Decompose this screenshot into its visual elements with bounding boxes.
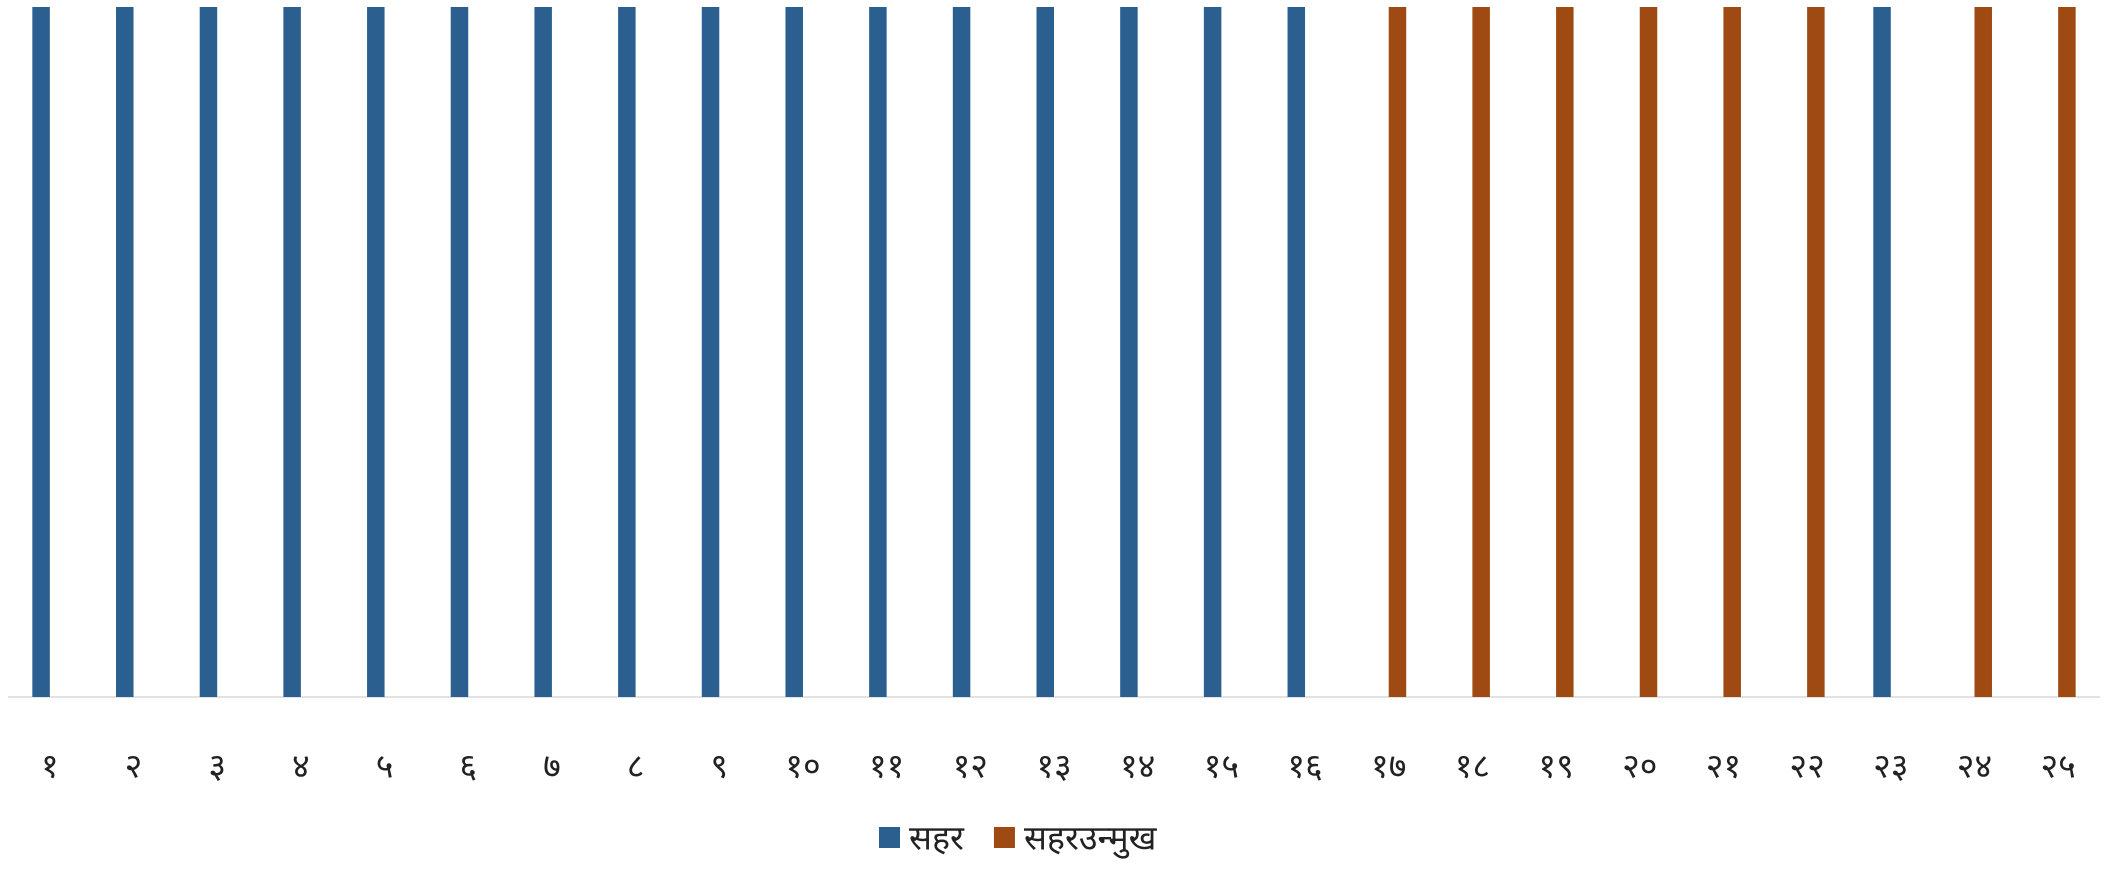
- bar: [1556, 7, 1574, 697]
- x-tick-label: १७: [1371, 747, 1406, 787]
- bar: [785, 7, 803, 697]
- x-tick-label: ९: [710, 747, 728, 787]
- x-tick-label: १६: [1287, 747, 1322, 787]
- x-tick-label: २५: [2040, 747, 2075, 787]
- x-tick-label: ११: [869, 747, 904, 787]
- x-tick-label: १३: [1036, 747, 1071, 787]
- legend-label: सहर: [909, 819, 965, 859]
- bar: [1974, 7, 1992, 697]
- x-tick-label: १९: [1538, 747, 1573, 787]
- x-tick-label: १२: [953, 747, 988, 787]
- x-tick-label: ५: [376, 747, 394, 787]
- bar: [1639, 7, 1658, 697]
- bar: [1873, 7, 1891, 697]
- x-tick-label: १०: [785, 747, 820, 787]
- x-tick-label: १४: [1120, 747, 1155, 787]
- bar: [283, 7, 301, 697]
- legend-swatch: [993, 827, 1015, 848]
- bar: [32, 7, 50, 697]
- bar: [869, 7, 887, 697]
- x-tick-label: ७: [543, 747, 561, 787]
- legend-swatch: [879, 827, 900, 848]
- bar: [701, 7, 720, 697]
- bar: [1723, 7, 1741, 697]
- x-tick-label: २४: [1957, 747, 1992, 787]
- x-tick-label: २: [125, 747, 143, 787]
- bar: [199, 7, 218, 697]
- bar: [1120, 7, 1138, 697]
- bar: [534, 7, 552, 697]
- bar: [116, 7, 134, 697]
- bar: [2058, 7, 2076, 697]
- bar: [1036, 7, 1054, 697]
- bar: [1388, 7, 1407, 697]
- x-tick-label: २३: [1873, 747, 1908, 787]
- bar: [1472, 7, 1490, 697]
- x-tick-label: २१: [1706, 747, 1741, 787]
- bar: [1287, 7, 1306, 697]
- x-tick-label: १८: [1455, 747, 1490, 787]
- x-tick-label: ८: [627, 747, 645, 787]
- bar: [952, 7, 971, 697]
- x-tick-label: २२: [1789, 747, 1824, 787]
- x-tick-label: १५: [1204, 747, 1239, 787]
- x-tick-label: ३: [208, 747, 226, 787]
- bar: [367, 7, 385, 697]
- bar: [618, 7, 636, 697]
- bar: [1807, 7, 1825, 697]
- bar: [450, 7, 469, 697]
- legend-label: सहरउन्मुख: [1024, 819, 1158, 860]
- x-tick-label: २०: [1622, 747, 1657, 787]
- x-tick-label: १: [41, 747, 59, 787]
- bar: [1203, 7, 1222, 697]
- x-tick-label: ४: [292, 747, 310, 787]
- x-tick-label: ६: [459, 747, 477, 787]
